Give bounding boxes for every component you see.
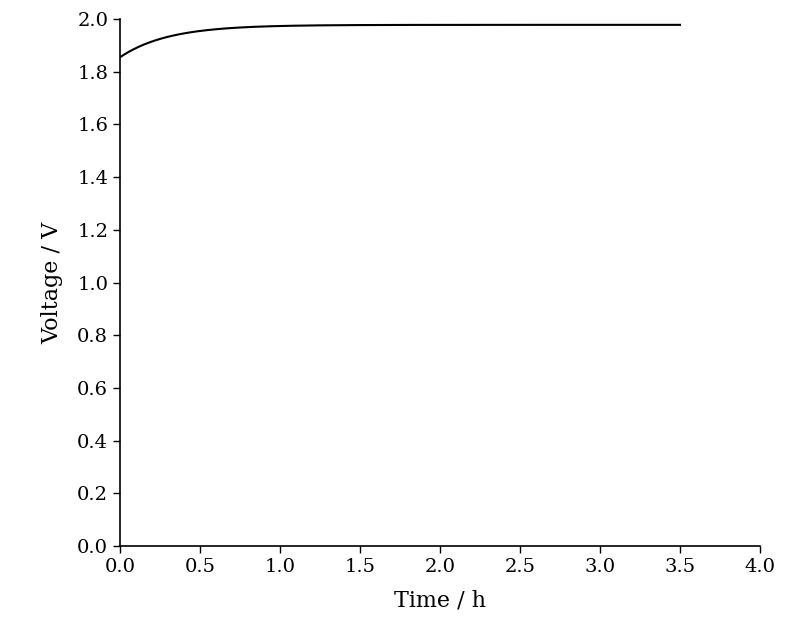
X-axis label: Time / h: Time / h bbox=[394, 590, 486, 612]
Y-axis label: Voltage / V: Voltage / V bbox=[42, 222, 63, 344]
